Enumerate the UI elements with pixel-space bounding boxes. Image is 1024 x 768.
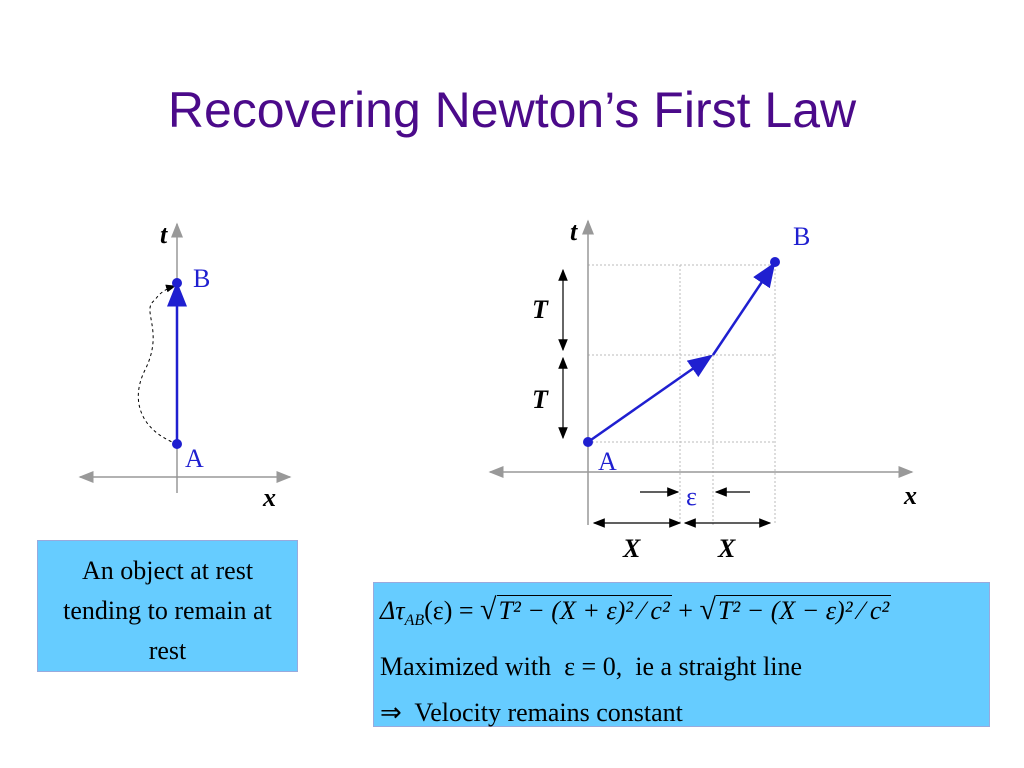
radical: √: [480, 593, 497, 626]
label: T: [532, 385, 549, 414]
formula-part: T² − (X − ε)² ⁄ c²: [715, 595, 892, 625]
label: B: [793, 222, 810, 251]
curved-path: [137, 284, 178, 445]
dimension-arrows: [558, 268, 772, 528]
point: [172, 278, 182, 288]
point: [583, 437, 593, 447]
label: t: [160, 220, 168, 249]
title: Recovering Newton’s First Law: [168, 82, 857, 138]
path-segment: [711, 261, 776, 356]
point: [770, 257, 780, 267]
grid: [588, 264, 776, 525]
radical: √: [699, 593, 716, 626]
formula-part: (ε) =: [424, 596, 481, 625]
label: x: [903, 481, 917, 510]
formula-part: T² − (X + ε)² ⁄ c²: [496, 595, 672, 625]
label: A: [598, 447, 617, 476]
path-segment: [587, 354, 714, 444]
label: A: [185, 444, 204, 473]
text-line: ⇒ Velocity remains constant: [380, 698, 683, 728]
label: X: [717, 534, 736, 563]
label: x: [262, 483, 276, 512]
formula-box: ΔτAB(ε) = √T² − (X + ε)² ⁄ c² + √T² − (X…: [373, 582, 990, 727]
label: B: [193, 264, 210, 293]
label: t: [570, 217, 578, 246]
formula-part: AB: [404, 612, 425, 630]
label: ε: [686, 482, 697, 511]
formula-part: Δτ: [380, 596, 405, 625]
note-text: An object at rest tending to remain at r…: [63, 556, 272, 665]
label: T: [532, 295, 549, 324]
formula: ΔτAB(ε) = √T² − (X + ε)² ⁄ c² + √T² − (X…: [380, 587, 983, 644]
label: X: [622, 534, 641, 563]
point: [172, 439, 182, 449]
text-line: Maximized with ε = 0, ie a straight line: [380, 652, 802, 682]
formula-part: +: [671, 596, 700, 625]
note-box: An object at rest tending to remain at r…: [37, 540, 298, 672]
